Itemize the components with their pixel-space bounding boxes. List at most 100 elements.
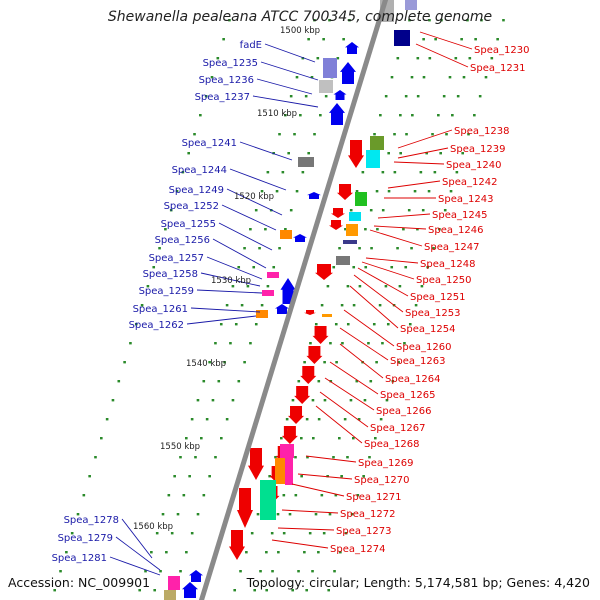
right-gene-label: Spea_1243 (438, 194, 493, 205)
tick-dot (260, 304, 264, 307)
tick-dot (462, 76, 466, 79)
left-gene-label: Spea_1279 (58, 533, 113, 544)
tick-dot (334, 494, 338, 497)
tick-dot (341, 342, 344, 345)
tick-dot (414, 304, 418, 307)
tick-dot (349, 399, 353, 402)
tick-dot (264, 228, 267, 231)
tick-dot (278, 133, 281, 136)
tick-dot (249, 228, 252, 231)
right-gene-label: Spea_1270 (354, 475, 409, 486)
tick-dot (193, 133, 196, 136)
tick-dot (378, 304, 382, 307)
tick-dot (306, 456, 309, 459)
left-gene-label: Spea_1237 (195, 92, 250, 103)
tick-dot (233, 589, 237, 592)
gene-box (280, 444, 294, 458)
left-gene-label: Spea_1262 (129, 320, 184, 331)
tick-dot (158, 247, 161, 250)
gene-box (298, 157, 314, 167)
tick-dot (333, 570, 336, 573)
tick-dot (179, 456, 182, 459)
tick-dot (439, 152, 442, 155)
tick-dot (329, 380, 333, 383)
gene-arrow (237, 488, 253, 528)
tick-dot (307, 38, 310, 41)
leader-line (226, 188, 283, 216)
gene-box (323, 58, 337, 78)
tick-dot (385, 399, 389, 402)
tick-dot (185, 437, 188, 440)
leader-line (256, 78, 313, 95)
tick-dot (328, 19, 331, 22)
tick-dot (194, 456, 197, 459)
tick-dot (433, 171, 437, 174)
tick-dot (202, 380, 206, 383)
tick-dot (480, 19, 483, 22)
tick-dot (440, 19, 443, 22)
tick-dot (222, 38, 225, 41)
right-gene-label: Spea_1251 (410, 292, 465, 303)
kbp-label: 1530 kbp (211, 276, 251, 286)
tick-dot (196, 399, 200, 402)
tick-dot (196, 513, 200, 516)
gene-arrow (189, 570, 203, 582)
tick-dot (393, 171, 397, 174)
accession-text: Accession: NC_009901 (8, 575, 151, 590)
tick-dot (422, 76, 426, 79)
tick-dot (320, 494, 324, 497)
leader-line (397, 147, 449, 159)
gene-arrow (229, 530, 245, 560)
tick-dot (293, 133, 296, 136)
tick-dot (329, 342, 332, 345)
tick-dot (246, 285, 250, 288)
dotted-tick-rails (53, 19, 505, 592)
tick-dot (422, 38, 425, 41)
tick-dot (144, 570, 147, 573)
tick-dot (431, 133, 434, 136)
leader-line (393, 161, 445, 165)
tick-dot (187, 152, 190, 155)
tick-dot (271, 570, 274, 573)
tick-dot (202, 494, 206, 497)
leader-line (365, 257, 419, 264)
tick-dot (275, 190, 279, 193)
tick-dot (303, 361, 306, 364)
tick-dot (346, 323, 350, 326)
tick-dot (309, 342, 312, 345)
label-leader-lines (109, 31, 473, 576)
right-gene-label: Spea_1250 (416, 275, 471, 286)
tick-dot (313, 19, 316, 22)
right-gene-label: Spea_1230 (474, 45, 529, 56)
genome-title: Shewanella pealeana ATCC 700345, complet… (107, 9, 493, 25)
tick-dot (370, 247, 373, 250)
tick-dot (228, 19, 231, 22)
gene-features (164, 0, 417, 600)
tick-dot (237, 266, 241, 269)
tick-dot (265, 589, 269, 592)
tick-dot (138, 589, 142, 592)
tick-dot (391, 380, 395, 383)
left-gene-label: Spea_1259 (139, 286, 194, 297)
tick-dot (369, 380, 373, 383)
tick-dot (311, 570, 314, 573)
tick-dot (404, 266, 408, 269)
left-gene-label: Spea_1281 (52, 553, 107, 564)
right-gene-labels: Spea_1230 Spea_1231 Spea_1238 Spea_1239 Spea… (330, 45, 529, 555)
tick-dot (484, 76, 488, 79)
leader-line (387, 180, 441, 189)
right-gene-label: Spea_1240 (446, 160, 501, 171)
tick-dot (249, 342, 252, 345)
tick-dot (205, 418, 209, 421)
tick-dot (253, 589, 257, 592)
gene-arrow (248, 448, 264, 480)
tick-dot (339, 551, 342, 554)
gene-box (343, 240, 357, 244)
tick-dot (332, 456, 335, 459)
leader-line (121, 518, 153, 559)
tick-dot (280, 437, 283, 440)
right-gene-label: Spea_1265 (380, 390, 435, 401)
gene-arrow (337, 184, 353, 200)
tick-dot (123, 361, 126, 364)
